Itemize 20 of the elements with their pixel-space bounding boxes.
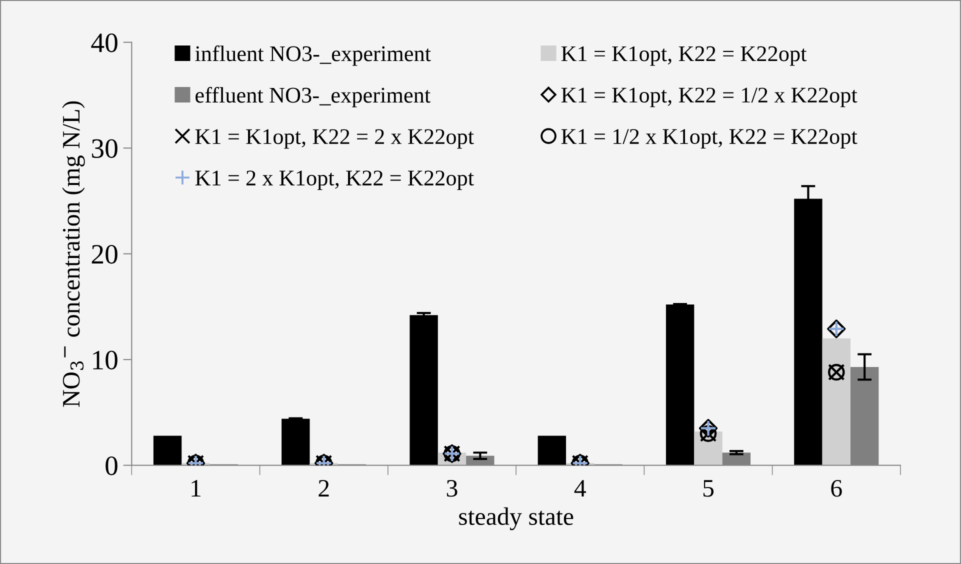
- y-tick-label: 20: [92, 244, 118, 264]
- legend-label: K1 = 2 x K1opt, K22 = K22opt: [195, 170, 474, 190]
- x-tick-label: 6: [831, 480, 842, 497]
- y-tick-label: 10: [93, 350, 118, 370]
- legend-label: K1 = 1/2 x K1opt, K22 = K22opt: [561, 129, 858, 149]
- y-axis-title: NO$_{3}$$^{−}$ concentration (mg N/L): [62, 101, 85, 407]
- x-tick-label: 4: [574, 480, 586, 497]
- legend-label: K1 = K1opt, K22 = K22opt: [561, 46, 807, 66]
- legend-label: K1 = K1opt, K22 = 2 x K22opt: [195, 129, 474, 149]
- x-axis-title: steady state: [459, 507, 574, 530]
- y-tick-label: 0: [106, 456, 118, 476]
- x-tick-label: 2: [318, 480, 329, 497]
- y-tick-label: 30: [92, 139, 118, 158]
- x-tick-label: 3: [446, 480, 458, 497]
- legend-label: influent NO3-_experiment: [195, 45, 431, 66]
- legend-label: effluent NO3-_experiment: [196, 86, 431, 108]
- x-tick-label: 1: [192, 480, 200, 497]
- y-tick-label: 40: [91, 33, 118, 52]
- x-tick-label: 5: [703, 480, 714, 497]
- legend-label: K1 = K1opt, K22 = 1/2 x K22opt: [561, 88, 858, 108]
